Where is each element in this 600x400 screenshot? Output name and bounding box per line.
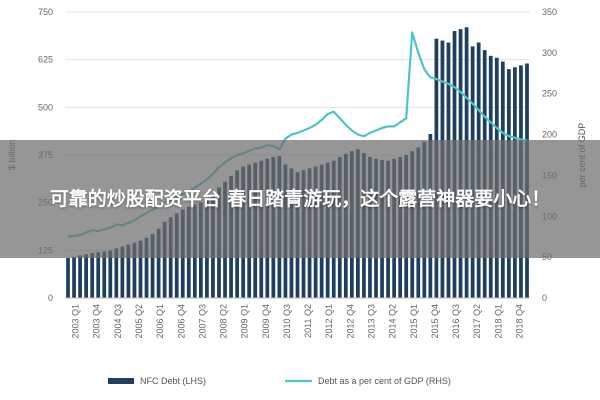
legend-label-line: Debt as a per cent of GDP (RHS): [318, 376, 451, 386]
x-tick-label: 2006 Q1: [155, 304, 165, 339]
x-tick-label: 2009 Q4: [261, 304, 271, 339]
x-tick-label: 2017 Q2: [472, 304, 482, 339]
x-tick-label: 2015 Q1: [409, 304, 419, 339]
bar: [66, 257, 70, 298]
x-tick-label: 2007 Q3: [197, 304, 207, 339]
y-left-tick-label: 500: [38, 102, 53, 112]
x-tick-label: 2005 Q2: [134, 304, 144, 339]
bar: [138, 240, 143, 298]
overlay-caption: 可靠的炒股配资平台 春日踏青游玩，这个露营神器要小心！: [49, 188, 551, 210]
bar: [84, 254, 89, 298]
legend: NFC Debt (LHS) Debt as a per cent of GDP …: [108, 376, 451, 386]
bar: [162, 221, 167, 298]
x-tick-label: 2012 Q1: [324, 304, 334, 339]
x-tick-label: 2011 Q2: [303, 304, 313, 338]
bar: [96, 252, 101, 298]
bar: [126, 244, 131, 298]
x-tick-label: 2013 Q3: [366, 304, 376, 339]
x-tick-label: 2015 Q4: [430, 304, 440, 339]
bar: [78, 255, 82, 298]
bar: [90, 253, 95, 298]
x-tick-label: 2009 Q1: [240, 304, 250, 339]
x-tick-label: 2003 Q4: [92, 304, 102, 339]
y-right-tick-label: 250: [542, 89, 557, 99]
bar: [144, 237, 149, 298]
y-right-tick-label: 300: [542, 48, 557, 58]
x-tick-label: 2018 Q1: [493, 304, 503, 339]
bar: [72, 256, 76, 298]
bar: [114, 248, 119, 298]
bar: [102, 251, 107, 298]
y-left-tick-label: 750: [38, 7, 53, 17]
y-right-tick-label: 0: [542, 293, 547, 303]
x-tick-label: 2006 Q4: [176, 304, 186, 339]
y-right-tick-label: 200: [542, 130, 557, 140]
x-tick-label: 2016 Q3: [451, 304, 461, 339]
bar: [156, 228, 161, 298]
x-tick-label: 2018 Q4: [514, 304, 524, 339]
bar: [120, 246, 125, 298]
x-tick-label: 2014 Q2: [388, 304, 398, 339]
legend-swatch-bars: [108, 378, 134, 384]
bar: [150, 233, 155, 298]
x-tick-label: 2010 Q3: [282, 304, 292, 339]
x-tick-label: 2003 Q1: [71, 304, 81, 339]
bar: [108, 250, 113, 298]
bar: [132, 242, 137, 298]
y-left-tick-label: 0: [48, 293, 53, 303]
overlay-banner: 可靠的炒股配资平台 春日踏青游玩，这个露营神器要小心！: [0, 140, 600, 258]
x-tick-label: 2008 Q2: [219, 304, 229, 339]
y-left-tick-label: 625: [38, 55, 53, 65]
y-right-tick-label: 350: [542, 7, 557, 17]
x-tick-label: 2004 Q3: [113, 304, 123, 339]
legend-label-bars: NFC Debt (LHS): [140, 376, 206, 386]
x-tick-label: 2012 Q4: [345, 304, 355, 339]
